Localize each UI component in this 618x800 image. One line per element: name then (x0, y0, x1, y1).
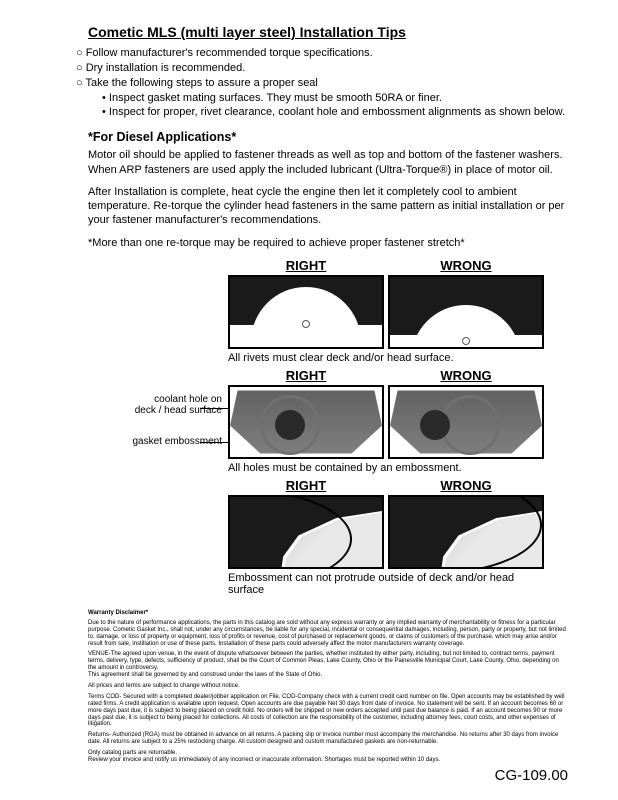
label-right: RIGHT (228, 478, 384, 493)
install-bullets: Follow manufacturer's recommended torque… (88, 46, 590, 120)
label-wrong: WRONG (388, 368, 544, 383)
fig-rivet-right (228, 275, 384, 349)
label-wrong: WRONG (388, 478, 544, 493)
warranty-disclaimer: Warranty Disclaimer* Due to the nature o… (88, 610, 566, 764)
fig-rivet-wrong (388, 275, 544, 349)
disclaimer-text: Only catalog parts are returnable.Review… (88, 750, 566, 764)
label-wrong: WRONG (388, 258, 544, 273)
sub-bullet: Inspect gasket mating surfaces. They mus… (102, 91, 590, 106)
fig-emboss-wrong (388, 385, 544, 459)
sub-bullet: Inspect for proper, rivet clearance, coo… (102, 105, 590, 120)
disclaimer-text: Due to the nature of performance applica… (88, 620, 566, 648)
disclaimer-text: Returns- Authorized (RGA) must be obtain… (88, 732, 566, 746)
disclaimer-text: Terms COD- Secured with a completed deal… (88, 694, 566, 728)
fig-protrude-wrong (388, 495, 544, 569)
diesel-heading: *For Diesel Applications* (88, 130, 590, 144)
page-title: Cometic MLS (multi layer steel) Installa… (88, 24, 590, 40)
fig-emboss-right (228, 385, 384, 459)
caption: All holes must be contained by an emboss… (228, 462, 544, 474)
caption: All rivets must clear deck and/or head s… (228, 352, 544, 364)
diesel-paragraph: Motor oil should be applied to fastener … (88, 148, 580, 177)
fig-protrude-right (228, 495, 384, 569)
diesel-note: *More than one re-torque may be required… (88, 236, 580, 250)
caption: Embossment can not protrude outside of d… (228, 572, 544, 596)
label-right: RIGHT (228, 258, 384, 273)
disclaimer-text: All prices and terms are subject to chan… (88, 683, 566, 690)
bullet: Take the following steps to assure a pro… (88, 76, 590, 91)
page-footer-code: CG-109.00 (495, 767, 568, 784)
disclaimer-heading: Warranty Disclaimer* (88, 610, 566, 617)
diesel-paragraph: After Installation is complete, heat cyc… (88, 185, 580, 228)
bullet: Follow manufacturer's recommended torque… (88, 46, 590, 61)
diagrams: RIGHT WRONG All rivets must clear deck a… (88, 258, 590, 596)
disclaimer-text: VENUE-The agreed upon venue, in the even… (88, 651, 566, 679)
bullet: Dry installation is recommended. (88, 61, 590, 76)
callout-coolant: coolant hole ondeck / head surface (112, 394, 222, 416)
label-right: RIGHT (228, 368, 384, 383)
